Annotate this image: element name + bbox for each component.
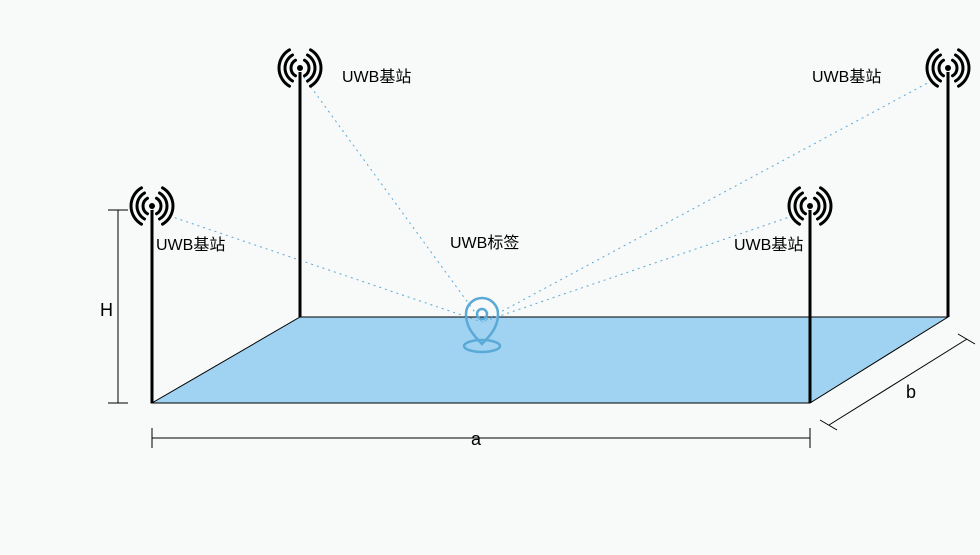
station-label: UWB基站 [156, 236, 225, 254]
dimension-b-label: b [906, 382, 916, 402]
floor-plane [152, 317, 948, 403]
uwb-tag-label: UWB标签 [450, 234, 519, 252]
station-label: UWB基站 [812, 68, 881, 86]
uwb-positioning-diagram: H a b UWB标签 UWB基站 UWB基站 UWB基站 UWB基站 [0, 0, 980, 555]
dimension-h-label: H [100, 300, 113, 320]
dimension-a-label: a [471, 429, 482, 449]
station-label: UWB基站 [342, 68, 411, 86]
station-label: UWB基站 [734, 236, 803, 254]
